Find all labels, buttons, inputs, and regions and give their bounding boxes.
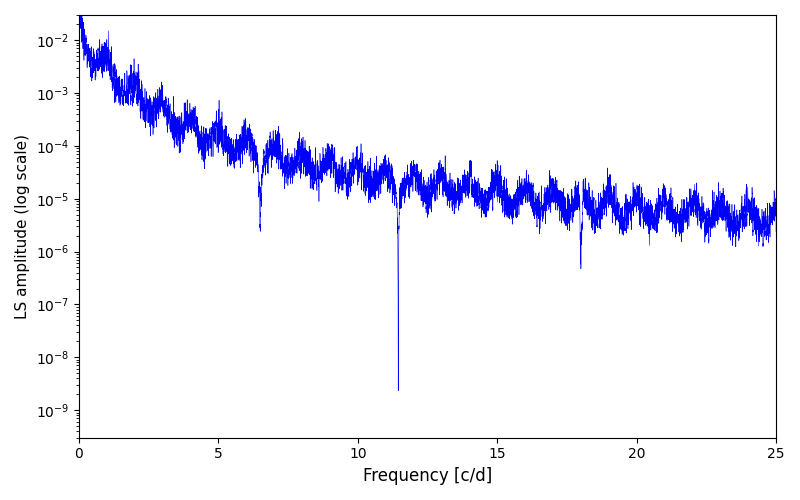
- Y-axis label: LS amplitude (log scale): LS amplitude (log scale): [15, 134, 30, 319]
- X-axis label: Frequency [c/d]: Frequency [c/d]: [363, 467, 492, 485]
